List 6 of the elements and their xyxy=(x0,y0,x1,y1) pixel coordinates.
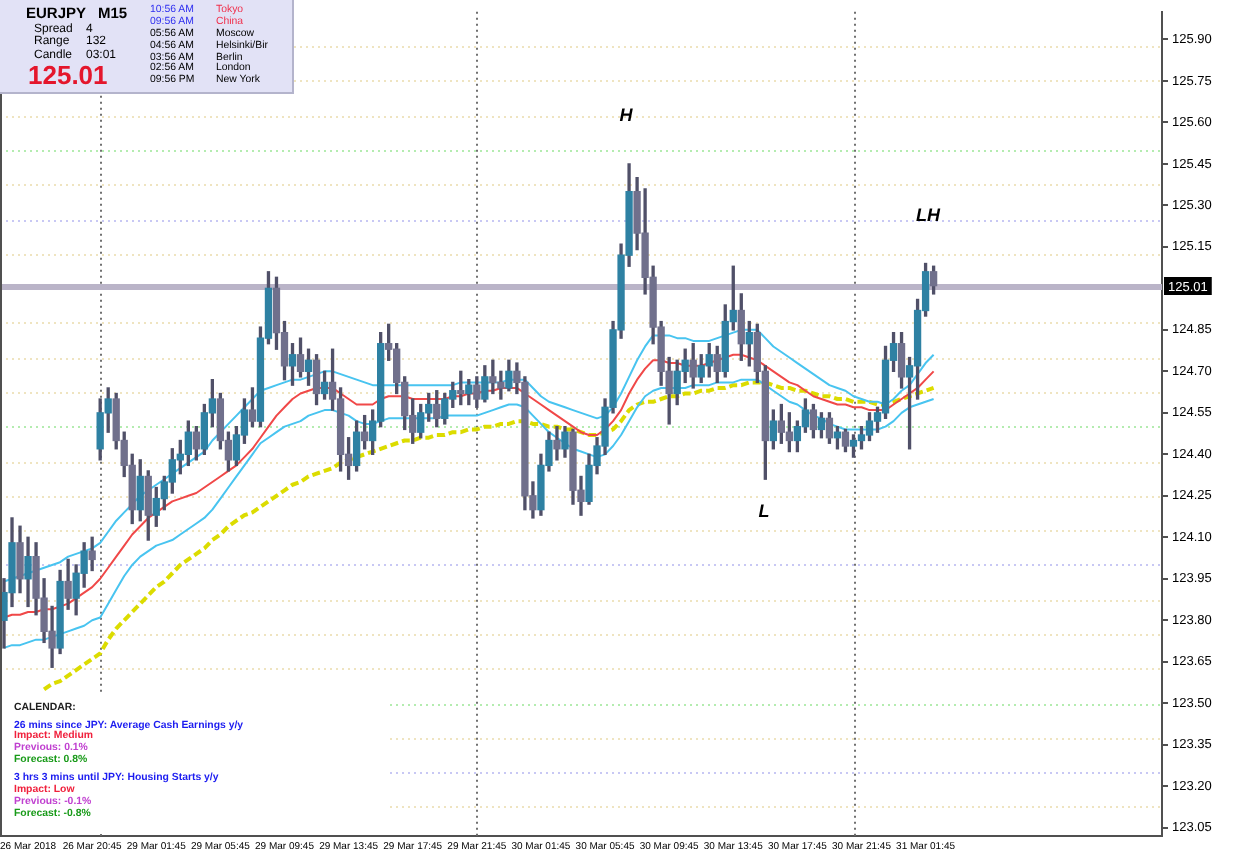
annotation: 125.01 xyxy=(28,60,108,91)
annotation: H xyxy=(619,104,634,125)
candlestick xyxy=(489,359,497,395)
candlestick xyxy=(553,426,561,461)
annotation: L xyxy=(758,500,770,521)
annotation: LH xyxy=(916,204,941,225)
